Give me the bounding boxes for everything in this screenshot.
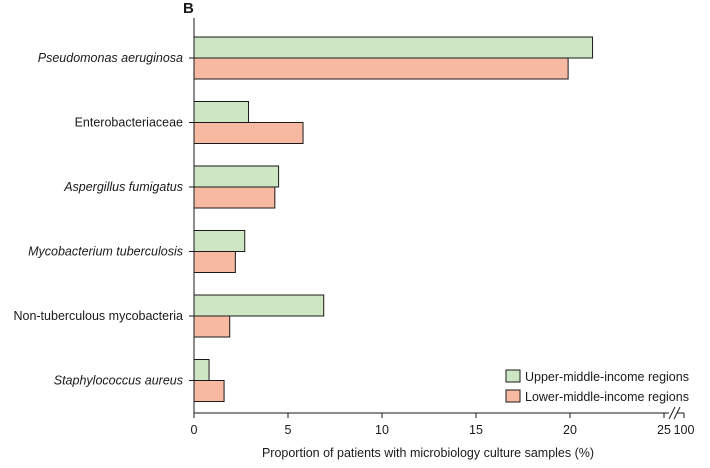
legend-label-upper-middle-income-regions: Upper-middle-income regions	[525, 370, 689, 384]
x-tick-label-20: 20	[563, 423, 577, 437]
bar-staphylococcus-aureus-lower-middle	[193, 380, 225, 402]
bars-layer	[193, 36, 594, 402]
category-label-staphylococcus-aureus: Staphylococcus aureus	[54, 374, 183, 388]
bar-pseudomonas-aeruginosa-lower-middle	[193, 57, 569, 80]
bar-enterobacteriaceae-lower-middle	[193, 122, 304, 144]
bar-staphylococcus-aureus-upper-middle	[193, 359, 210, 381]
category-label-mycobacterium-tuberculosis: Mycobacterium tuberculosis	[28, 245, 183, 259]
bar-mycobacterium-tuberculosis-lower-middle	[193, 251, 236, 273]
bar-mycobacterium-tuberculosis-upper-middle	[193, 230, 246, 252]
x-axis-title: Proportion of patients with microbiology…	[262, 446, 594, 460]
legend-label-lower-middle-income-regions: Lower-middle-income regions	[525, 390, 689, 404]
bar-aspergillus-fumigatus-lower-middle	[193, 186, 276, 209]
category-label-aspergillus-fumigatus: Aspergillus fumigatus	[63, 180, 183, 194]
x-tick-label-15: 15	[469, 423, 483, 437]
x-tick-label-100: 100	[674, 423, 695, 437]
x-tick-label-10: 10	[375, 423, 389, 437]
bar-non-tuberculous-mycobacteria-upper-middle	[193, 294, 325, 317]
bar-pseudomonas-aeruginosa-upper-middle	[193, 36, 594, 59]
x-axis: 0 5 10 15 20 25 100	[189, 18, 694, 437]
x-tick-label-5: 5	[285, 423, 292, 437]
bar-enterobacteriaceae-upper-middle	[193, 101, 250, 123]
legend: Upper-middle-income regions Lower-middle-…	[505, 369, 689, 404]
axis-break-mark	[668, 406, 676, 420]
x-tick-label-0: 0	[191, 423, 198, 437]
panel-label: B	[183, 0, 194, 17]
category-label-non-tuberculous-mycobacteria: Non-tuberculous mycobacteria	[13, 309, 183, 323]
bar-non-tuberculous-mycobacteria-lower-middle	[193, 315, 231, 338]
legend-swatch-upper-middle-income-regions	[505, 369, 521, 383]
category-label-pseudomonas-aeruginosa: Pseudomonas aeruginosa	[38, 51, 183, 65]
category-label-enterobacteriaceae: Enterobacteriaceae	[75, 116, 183, 130]
category-labels: Pseudomonas aeruginosa Enterobacteriaceae…	[13, 51, 183, 388]
x-tick-label-25: 25	[657, 423, 671, 437]
legend-swatch-lower-middle-income-regions	[505, 389, 521, 403]
bar-aspergillus-fumigatus-upper-middle	[193, 165, 280, 188]
